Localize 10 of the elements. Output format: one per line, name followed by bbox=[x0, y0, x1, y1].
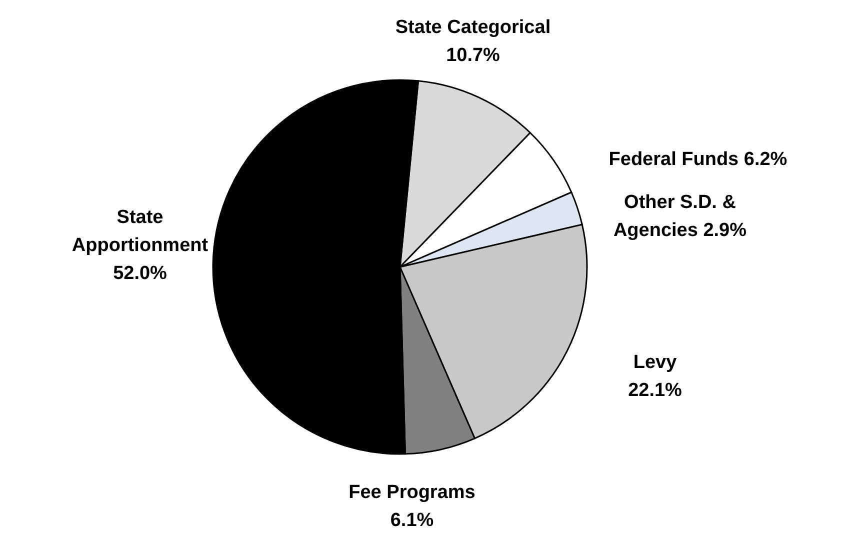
slice-label: State Apportionment bbox=[72, 207, 209, 256]
data-label: 22.1% bbox=[628, 380, 682, 401]
slice-label: Other S.D. & Agencies 2.9% bbox=[613, 192, 747, 241]
data-label: 52.0% bbox=[113, 263, 168, 284]
slice-label: Federal Funds 6.2% bbox=[608, 149, 788, 170]
data-label: 10.7% bbox=[446, 45, 500, 66]
slice-label: Levy bbox=[633, 352, 678, 373]
data-label: 6.1% bbox=[390, 510, 434, 531]
slice-label: Fee Programs bbox=[348, 482, 476, 503]
slice-label: State Categorical bbox=[395, 17, 551, 38]
